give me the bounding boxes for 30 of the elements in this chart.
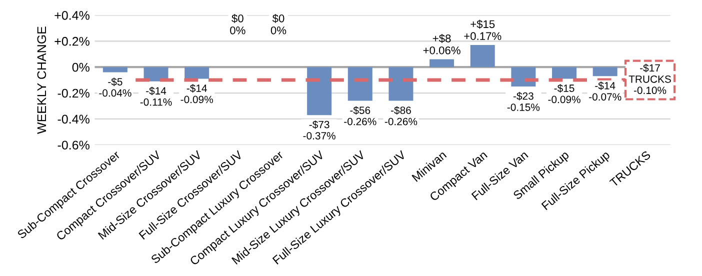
data-label: -$23 -0.15% bbox=[507, 92, 540, 111]
data-label: -$14 -0.09% bbox=[180, 84, 213, 104]
ref-line-label: -$17 TRUCKS -0.10% bbox=[628, 64, 671, 94]
bar bbox=[102, 67, 128, 72]
y-tick-label: 0% bbox=[72, 62, 90, 72]
y-tick-label: -0.2% bbox=[58, 88, 90, 98]
data-label: -$14 -0.11% bbox=[140, 86, 172, 106]
data-label: -$15 -0.09% bbox=[548, 84, 580, 104]
bar bbox=[592, 67, 618, 76]
y-tick-label: -0.6% bbox=[58, 140, 90, 150]
data-label: $0 0% bbox=[230, 14, 246, 34]
data-label: +$15 +0.17% bbox=[464, 20, 502, 40]
bar bbox=[307, 67, 332, 116]
bar bbox=[430, 59, 454, 68]
data-label: $0 0% bbox=[270, 14, 286, 34]
bar bbox=[184, 67, 210, 79]
bar bbox=[388, 67, 414, 101]
data-label: -$56 -0.26% bbox=[344, 106, 376, 126]
data-label: -$5 -0.04% bbox=[99, 78, 132, 97]
y-tick-label: -0.4% bbox=[58, 114, 90, 124]
data-label: -$73 -0.37% bbox=[303, 120, 336, 140]
bar bbox=[552, 67, 577, 79]
y-axis-title: WEEKLY CHANGE bbox=[37, 26, 46, 134]
data-label: -$14 -0.07% bbox=[589, 82, 622, 101]
y-tick-label: +0.2% bbox=[54, 36, 90, 46]
data-label: -$86 -0.26% bbox=[384, 106, 418, 126]
bar bbox=[348, 67, 372, 101]
data-label: +$8 +0.06% bbox=[423, 34, 460, 54]
y-tick-label: +0.4% bbox=[54, 10, 90, 20]
bar bbox=[470, 45, 495, 68]
